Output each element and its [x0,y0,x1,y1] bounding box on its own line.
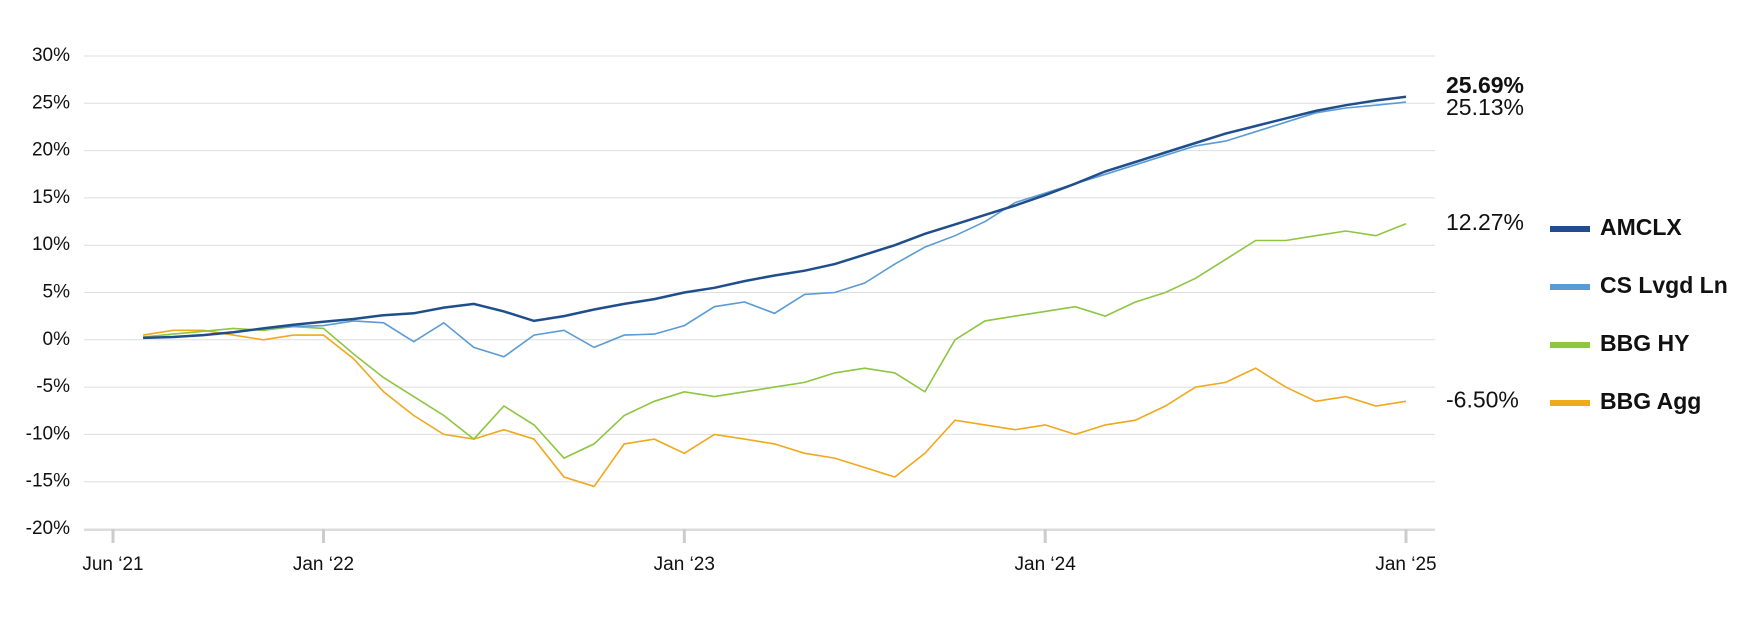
x-tick-label: Jun ‘21 [82,554,143,575]
series-line [142,329,1407,488]
series-line [143,101,1407,358]
x-tick-label: Jan ‘25 [1375,554,1436,575]
end-label: 25.69% [1446,72,1524,98]
y-tick-label: 5% [43,282,71,303]
legend-label: BBG HY [1600,330,1689,356]
x-tick-label: Jan ‘23 [654,554,715,575]
y-tick-label: -20% [26,518,70,539]
legend-label: AMCLX [1600,214,1682,240]
x-tick-label: Jan ‘22 [293,554,354,575]
legend-label: CS Lvgd Ln [1600,272,1728,298]
y-tick-label: 30% [32,45,70,66]
end-label: 12.27% [1446,209,1524,235]
series-line [143,95,1407,340]
y-tick-label: 20% [32,140,70,161]
end-label: 25.13% [1446,94,1524,120]
y-tick-label: -15% [26,471,70,492]
y-tick-label: -10% [26,423,70,444]
y-tick-label: 0% [43,329,71,350]
y-tick-label: 10% [32,234,70,255]
y-tick-label: -5% [36,376,70,397]
end-label: -6.50% [1446,386,1519,412]
series-line [143,222,1407,460]
legend-label: BBG Agg [1600,388,1701,414]
y-tick-label: 15% [32,187,70,208]
y-tick-label: 25% [32,92,70,113]
x-tick-label: Jan ‘24 [1015,554,1077,575]
